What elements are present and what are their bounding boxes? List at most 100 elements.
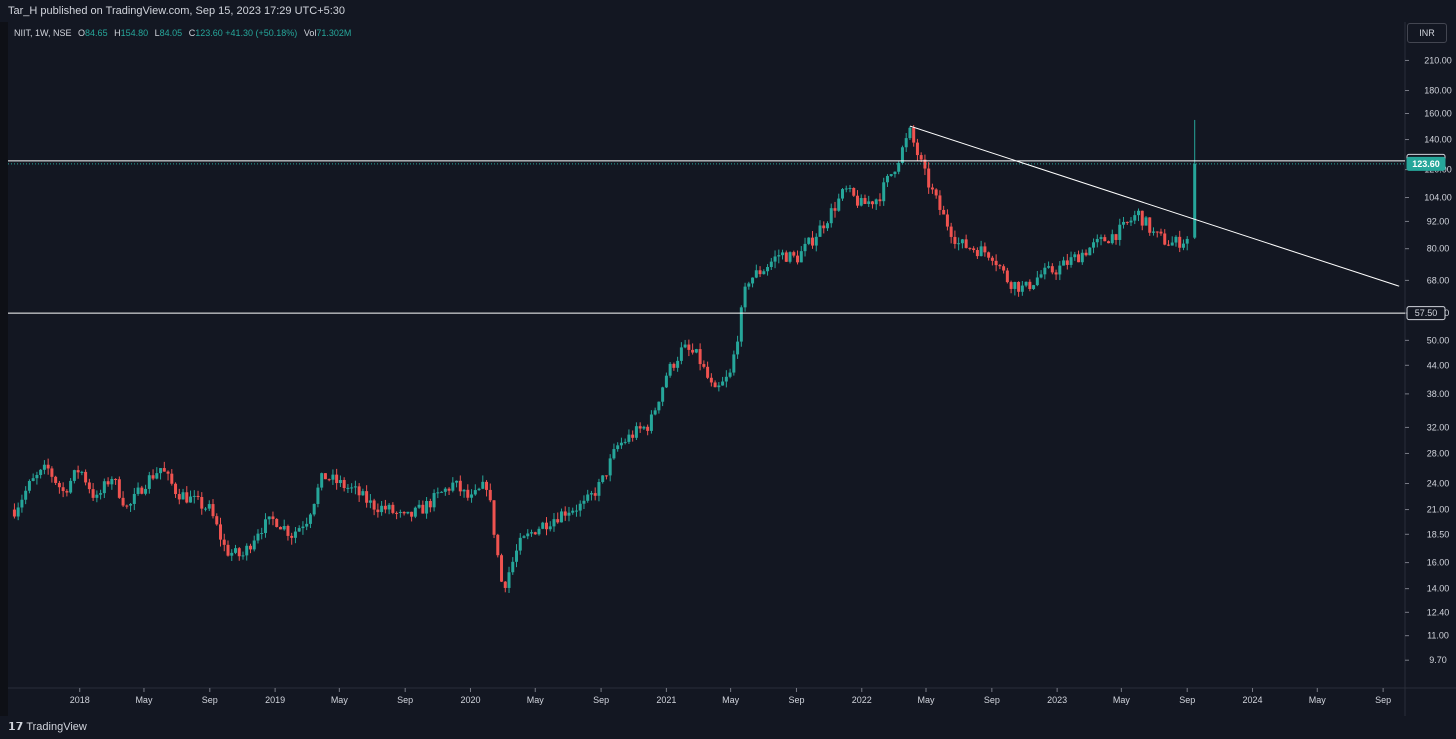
last-candle-body [1193,163,1197,238]
candle-body [683,344,687,348]
candle-body [788,252,792,262]
candle-body [440,491,444,493]
candle-body [267,516,271,520]
candle-body [256,533,260,541]
candle-body [713,382,717,388]
candle-body [1103,237,1107,242]
currency-button[interactable]: INR [1407,23,1447,43]
candle-body [477,488,481,491]
candle-body [676,360,680,368]
candle-body [859,198,863,206]
candle-body [421,504,425,514]
candle-body [1047,266,1051,268]
candle-body [425,501,429,514]
candle-body [260,533,264,535]
y-tick-label: 9.70 [1429,655,1447,665]
candle-body [398,511,402,513]
candle-body [215,516,219,525]
candle-body [1035,277,1039,286]
candle-body [327,479,331,481]
candle-body [447,488,451,491]
vol-key: Vol [303,28,317,38]
candle-body [1024,281,1028,286]
candle-body [672,363,676,368]
candle-body [485,481,489,490]
x-tick-label: Sep [984,695,1000,705]
candle-body [84,471,88,483]
candle-body [432,493,436,508]
candle-body [923,159,927,169]
y-tick-label: 21.00 [1427,505,1450,515]
candle-body [1050,266,1054,273]
candle-body [282,525,286,530]
candle-body [942,209,946,215]
x-tick-label: 2021 [656,695,676,705]
y-tick-label: 14.00 [1427,584,1450,594]
candle-body [972,248,976,251]
candle-body [488,489,492,501]
candle-body [616,445,620,450]
candle-body [784,252,788,262]
candle-body [241,555,245,557]
candle-body [162,468,166,472]
candle-body [571,510,575,513]
candle-body [975,250,979,257]
candle-body [129,503,133,506]
candle-body [192,495,196,497]
candle-body [608,458,612,476]
candle-body [938,195,942,210]
candle-body [102,481,106,494]
candle-body [597,482,601,496]
candle-body [994,260,998,266]
candle-body [1009,282,1013,289]
candle-body [305,523,309,527]
y-tick-label: 92.00 [1427,216,1450,226]
candle-body [458,480,462,492]
candle-body [781,252,785,256]
candle-body [766,267,770,272]
tradingview-logo-icon: 𝟭𝟳 [8,721,24,733]
candle-body [189,496,193,503]
candle-body [826,223,830,229]
candle-body [166,471,170,474]
candle-body [346,487,350,489]
chart-area[interactable] [8,22,1456,717]
candle-body [601,475,605,483]
symbol-label[interactable]: NIIT, 1W, NSE [14,28,72,38]
candle-body [912,127,916,143]
candle-body [331,474,335,480]
candle-body [852,188,856,196]
y-tick-label: 160.00 [1424,108,1452,118]
candle-body [530,532,533,534]
candle-body [316,487,320,504]
candle-body [271,516,275,519]
candle-body [1099,237,1103,239]
candle-body [312,503,316,515]
candle-body [518,537,522,551]
candle-body [170,473,174,484]
candle-body [301,526,305,529]
open-value: 84.65 [85,28,108,38]
candle-body [1043,267,1047,275]
y-tick-label: 24.00 [1427,479,1450,489]
candle-body [769,261,773,268]
candle-body [39,469,43,475]
candle-body [106,481,110,485]
candle-body [1170,242,1174,246]
candle-body [117,479,121,498]
candle-body [1073,254,1077,258]
candle-body [822,225,826,229]
candle-body [1166,244,1170,246]
top-bar [0,0,1456,22]
change-value: +41.30 (+50.18%) [225,28,298,38]
candle-body [882,182,886,202]
y-tick-label: 80.00 [1427,244,1450,254]
candle-body [72,470,76,481]
candle-body [578,503,582,511]
candle-body [702,364,706,367]
candle-body [80,471,84,473]
tradingview-brand[interactable]: 𝟭𝟳 TradingView [8,720,87,733]
candle-body [50,468,54,477]
candle-body [391,504,395,513]
